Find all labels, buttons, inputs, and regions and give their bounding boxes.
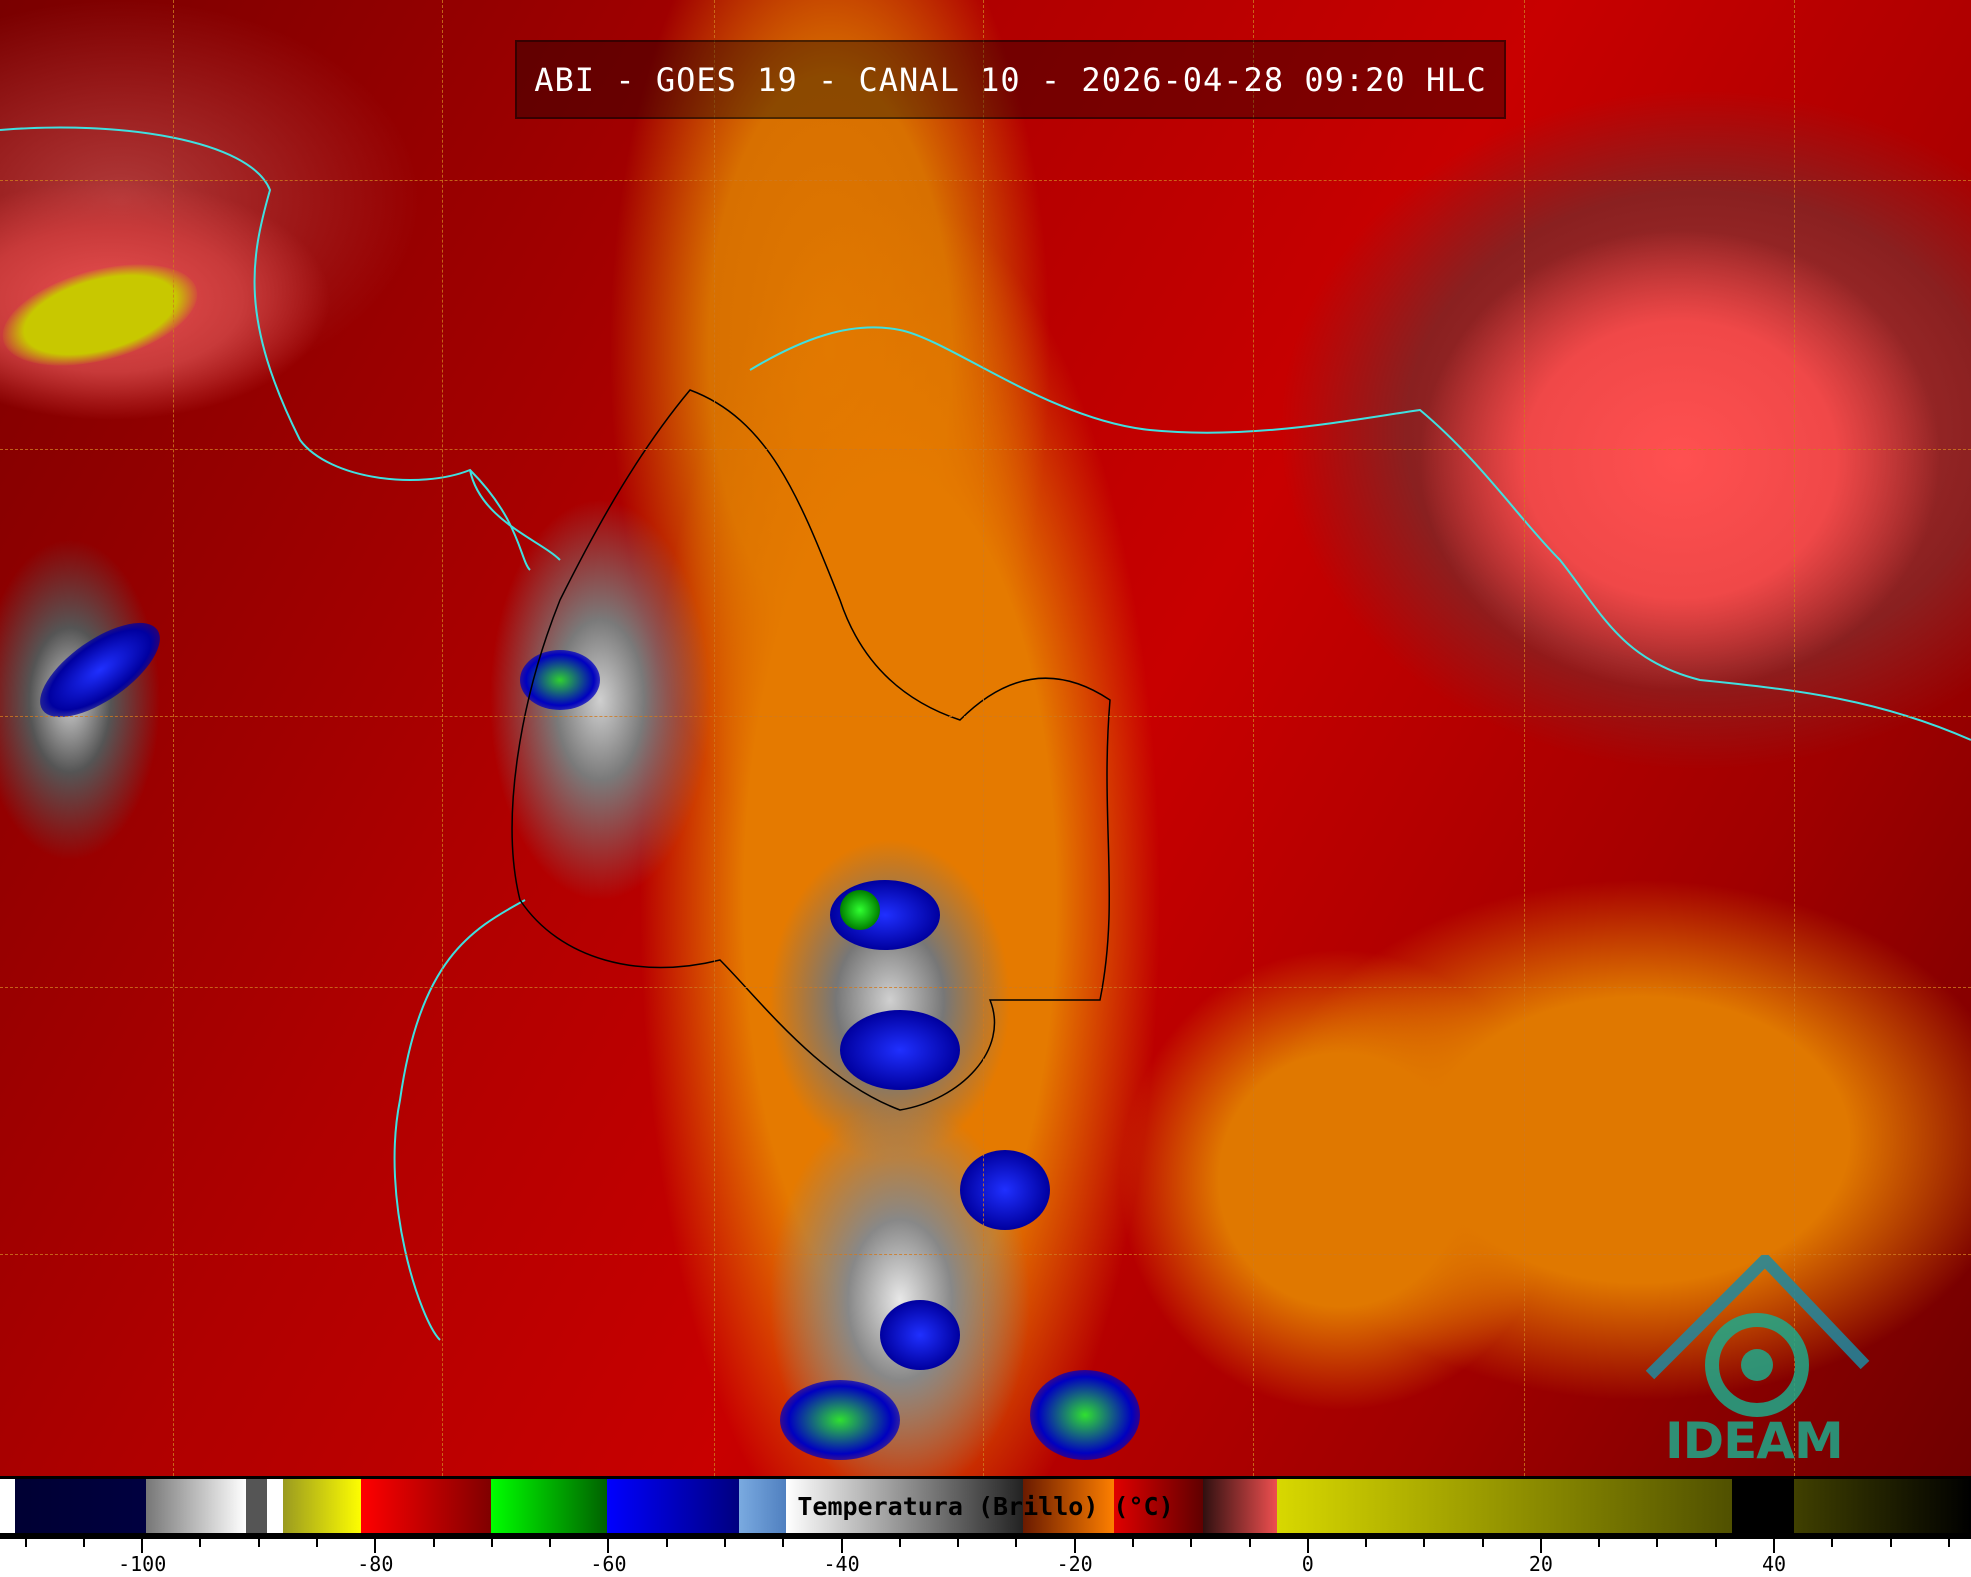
grid-line [714, 0, 715, 1476]
minor-tick [957, 1539, 960, 1547]
cold-cloud-blob [840, 1010, 960, 1090]
minor-tick [82, 1539, 85, 1547]
minor-tick [723, 1539, 726, 1547]
minor-tick [24, 1539, 27, 1547]
colorbar-label: Temperatura (Brillo) (°C) [797, 1491, 1174, 1521]
grid-line [0, 1254, 1971, 1255]
major-tick [607, 1539, 610, 1553]
colorbar-segment [266, 1479, 284, 1533]
colorbar-segment [145, 1479, 247, 1533]
major-tick [840, 1539, 843, 1553]
colorbar-segment [245, 1479, 268, 1533]
ideam-logo-icon [1645, 1251, 1870, 1417]
colorbar-segment [1202, 1479, 1278, 1533]
coastline-overlay [0, 126, 1971, 1341]
colorbar-segment [490, 1479, 608, 1533]
minor-tick [257, 1539, 260, 1547]
major-tick [1073, 1539, 1076, 1553]
minor-tick [1714, 1539, 1717, 1547]
tick-label: -20 [1056, 1552, 1093, 1576]
grid-line [0, 716, 1971, 717]
logo-text: IDEAM [1665, 1412, 1844, 1470]
colorbar-segment [607, 1479, 740, 1533]
colorbar-segment [1114, 1479, 1204, 1533]
minor-tick [898, 1539, 901, 1547]
cold-cloud-blob [780, 1380, 900, 1460]
minor-tick [432, 1539, 435, 1547]
colorbar-segment [785, 1479, 1024, 1533]
grid-line [1524, 0, 1525, 1476]
tick-label: -80 [357, 1552, 394, 1576]
major-tick [1306, 1539, 1309, 1553]
minor-tick [1423, 1539, 1426, 1547]
colorbar-segment [738, 1479, 787, 1533]
minor-tick [1248, 1539, 1251, 1547]
image-title: ABI - GOES 19 - CANAL 10 - 2026-04-28 09… [534, 60, 1487, 99]
major-tick [1539, 1539, 1542, 1553]
minor-tick [1481, 1539, 1484, 1547]
country-borders [511, 389, 1111, 1111]
colorbar-segment [283, 1479, 362, 1533]
colorbar-segment [0, 1479, 16, 1533]
title-banner: ABI - GOES 19 - CANAL 10 - 2026-04-28 09… [515, 40, 1506, 119]
minor-tick [1131, 1539, 1134, 1547]
tick-label: 20 [1528, 1552, 1553, 1576]
satellite-infrared-image [0, 0, 1971, 1476]
minor-tick [1947, 1539, 1950, 1547]
cold-cloud-blob [1030, 1370, 1140, 1460]
tick-label: -60 [590, 1552, 627, 1576]
grid-line [442, 0, 443, 1476]
minor-tick [1831, 1539, 1834, 1547]
minor-tick [1889, 1539, 1892, 1547]
grid-line [983, 0, 984, 1476]
minor-tick [1656, 1539, 1659, 1547]
grid-line [1794, 0, 1795, 1476]
cold-cloud-blob [960, 1150, 1050, 1230]
minor-tick [782, 1539, 785, 1547]
tick-label: -100 [118, 1552, 167, 1576]
grid-line [1253, 0, 1254, 1476]
minor-tick [199, 1539, 202, 1547]
colorbar-segment [15, 1479, 147, 1533]
colorbar-segment [361, 1479, 492, 1533]
minor-tick [549, 1539, 552, 1547]
minor-tick [1190, 1539, 1193, 1547]
minor-tick [1598, 1539, 1601, 1547]
colorbar-segment [1023, 1479, 1115, 1533]
temperature-colorbar [0, 1479, 1971, 1533]
minor-tick [316, 1539, 319, 1547]
coastline [749, 326, 1971, 741]
tick-label: -40 [823, 1552, 860, 1576]
colorbar-segment [1277, 1479, 1733, 1533]
tick-label: 0 [1301, 1552, 1314, 1576]
cold-cloud-blob [880, 1300, 960, 1370]
minor-tick [1015, 1539, 1018, 1547]
colorbar-segment [1793, 1479, 1971, 1533]
grid-line [0, 449, 1971, 450]
tick-label: 40 [1761, 1552, 1787, 1576]
cold-cloud-blob [840, 890, 880, 930]
major-tick [374, 1539, 377, 1553]
grid-line [0, 180, 1971, 181]
minor-tick [665, 1539, 668, 1547]
major-tick [1773, 1539, 1776, 1553]
colorbar-axis: -100 -80 -60 -40 -20 0 20 40 [0, 1539, 1971, 1577]
colorbar-segment [1732, 1479, 1795, 1533]
ideam-logo: IDEAM [1645, 1251, 1870, 1470]
coastline [0, 126, 561, 1341]
minor-tick [490, 1539, 493, 1547]
grid-line [173, 0, 174, 1476]
grid-line [0, 987, 1971, 988]
major-tick [141, 1539, 144, 1553]
minor-tick [1365, 1539, 1368, 1547]
